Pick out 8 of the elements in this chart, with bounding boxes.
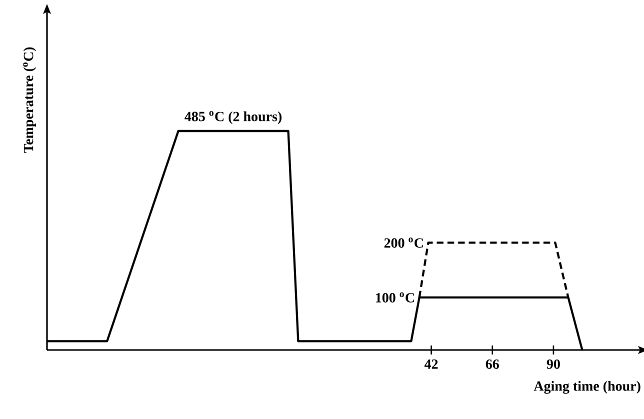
x-tick-label: 90 — [546, 359, 560, 369]
annotation: 200 $^{o}$C — [384, 238, 423, 248]
x-tick-label: 66 — [486, 359, 499, 369]
annotation: 485 $^{o}$C (2 hours) — [184, 111, 282, 124]
y-axis-title: Temperature ($^{o}$C) — [23, 47, 36, 153]
x-axis-title: Aging time (hour) — [534, 380, 640, 394]
x-tick-label: 42 — [424, 359, 438, 369]
annotation: 100 $^{o}$C — [376, 292, 414, 302]
